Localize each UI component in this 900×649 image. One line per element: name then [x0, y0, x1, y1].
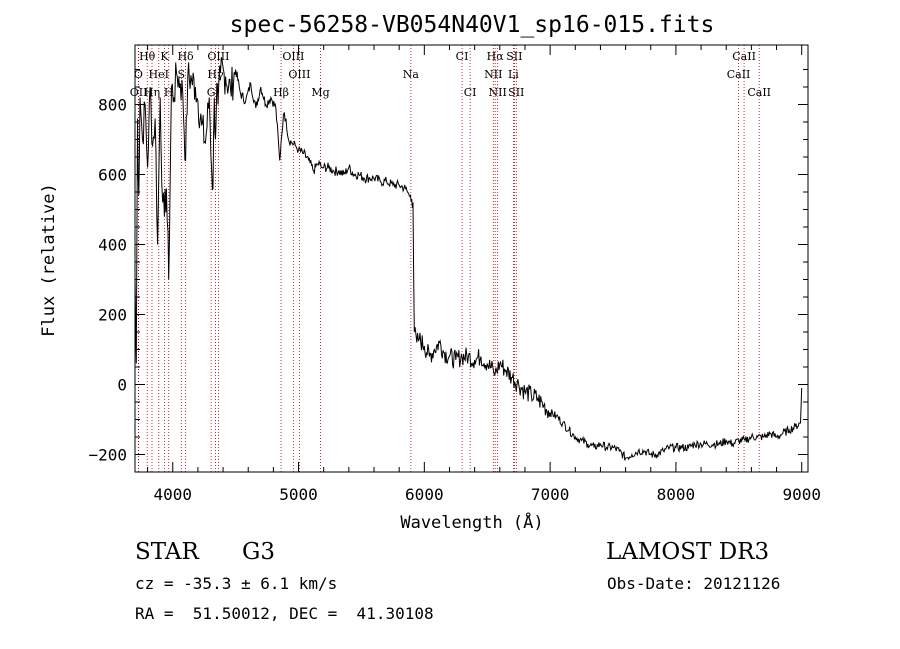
- line-marker-label: Hθ: [139, 50, 156, 63]
- y-tick-label: 800: [98, 96, 127, 115]
- line-marker-label: G: [207, 86, 216, 99]
- x-tick-label: 4000: [153, 485, 192, 504]
- line-marker-label: HeI: [149, 68, 169, 81]
- y-tick-label: −200: [88, 446, 127, 465]
- line-marker-label: Hη: [144, 86, 160, 99]
- plot-frame: [134, 44, 809, 473]
- line-marker-label: NII: [489, 86, 507, 99]
- series-line-flux: [134, 56, 803, 461]
- line-marker-label: OIII: [282, 50, 304, 63]
- line-marker-label: CaII: [747, 86, 771, 99]
- obs-date: Obs-Date: 20121126: [607, 574, 781, 593]
- line-marker-label: NII: [484, 68, 502, 81]
- survey-name: LAMOST DR3: [606, 539, 770, 565]
- line-marker-label: CaII: [732, 50, 756, 63]
- x-tick-label: 6000: [405, 485, 444, 504]
- line-marker-label: CI: [456, 50, 469, 63]
- line-marker-label: Mg: [311, 86, 329, 99]
- x-tick-label: 5000: [279, 485, 318, 504]
- line-marker-label: Hα: [487, 50, 505, 63]
- line-marker-label: OII: [130, 86, 148, 99]
- x-tick-label: 9000: [782, 485, 821, 504]
- line-marker-label: O: [134, 68, 143, 81]
- line-marker-label: Hβ: [273, 86, 289, 99]
- line-marker-label: OIII: [207, 50, 229, 63]
- object-class: STAR: [135, 539, 199, 565]
- line-marker-label: SII: [508, 86, 524, 99]
- y-tick-label: 200: [98, 306, 127, 325]
- redshift-velocity: cz = -35.3 ± 6.1 km/s: [135, 574, 338, 593]
- coordinates: RA = 51.50012, DEC = 41.30108: [135, 604, 434, 623]
- line-marker-label: OIII: [288, 68, 310, 81]
- line-marker-label: CaII: [727, 68, 751, 81]
- x-tick-label: 8000: [657, 485, 696, 504]
- y-tick-label: 0: [117, 376, 127, 395]
- line-marker-label: SII: [506, 50, 522, 63]
- y-tick-label: 400: [98, 236, 127, 255]
- line-marker-label: S: [178, 68, 186, 81]
- line-marker-label: CI: [464, 86, 477, 99]
- axis-ticks: 4000 5000 6000 7000 8000 9000 −200 0 200 400 600 80…: [88, 45, 821, 504]
- x-tick-label: 7000: [531, 485, 570, 504]
- object-subclass: G3: [242, 539, 276, 565]
- y-tick-label: 600: [98, 166, 127, 185]
- line-marker-label: Hδ: [177, 50, 194, 63]
- line-marker-label: Na: [403, 68, 420, 81]
- line-marker-label: Li: [508, 68, 519, 81]
- line-marker-label: K: [160, 50, 169, 63]
- chart-title: spec-56258-VB054N40V1_sp16-015.fits: [230, 12, 715, 38]
- x-axis-label: Wavelength (Å): [400, 511, 543, 533]
- line-marker-label: H: [164, 86, 174, 99]
- line-marker-label: Hγ: [207, 68, 224, 81]
- y-axis-label: Flux (relative): [39, 183, 59, 337]
